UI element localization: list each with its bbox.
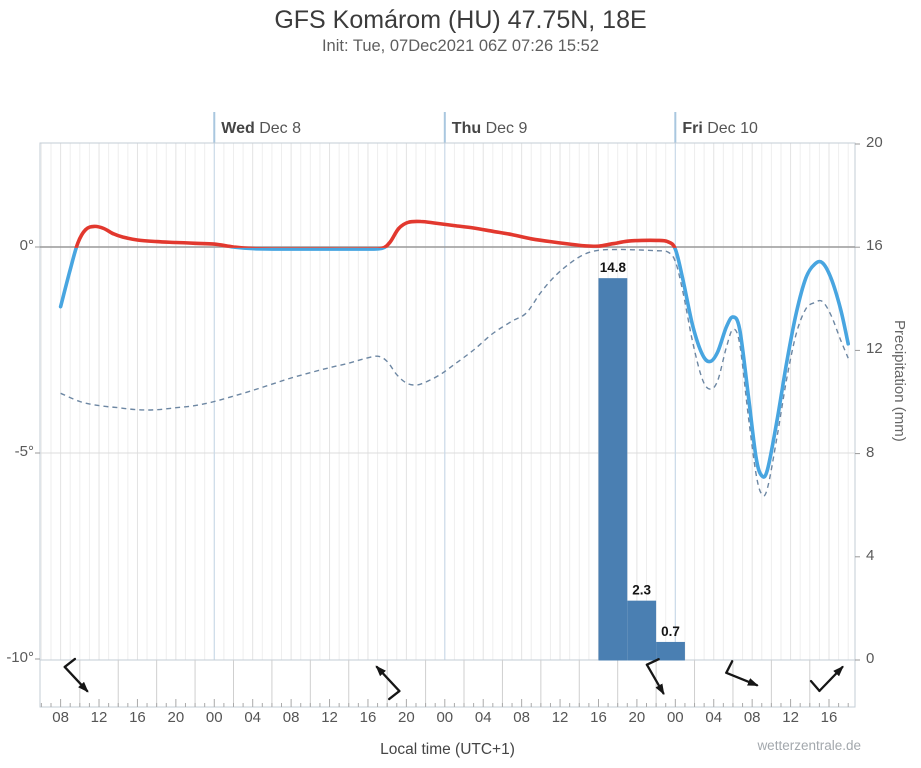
precip-bar-label: 0.7 — [661, 624, 680, 639]
wind-arrow — [725, 660, 759, 687]
wind-arrow — [809, 665, 844, 693]
wind-arrow — [63, 657, 89, 693]
precip-bar-label: 2.3 — [632, 583, 651, 598]
x-axis-title: Local time (UTC+1) — [380, 741, 515, 758]
hour-tick-label: 12 — [90, 709, 108, 726]
hour-tick-label: 20 — [167, 709, 185, 726]
hour-tick-label: 12 — [782, 709, 799, 726]
hour-tick-label: 12 — [551, 709, 569, 726]
precip-bar — [598, 278, 628, 661]
day-label-fri: Fri Dec 10 — [682, 120, 758, 137]
wind-arrow — [645, 658, 665, 696]
hour-tick-label: 16 — [590, 709, 607, 726]
chart-title: GFS Komárom (HU) 47.75N, 18E — [274, 6, 647, 34]
hour-tick-label: 04 — [244, 709, 262, 726]
precip-tick-label: 0 — [866, 650, 875, 667]
precip-tick-label: 12 — [866, 340, 883, 358]
hour-tick-label: 08 — [282, 709, 300, 726]
hour-tick-label: 00 — [205, 709, 223, 726]
hour-tick-label: 04 — [705, 709, 723, 726]
temp-tick-label: 0° — [19, 237, 34, 254]
hour-tick-label: 16 — [129, 709, 146, 726]
precip-tick-label: 4 — [866, 546, 875, 564]
hour-tick-label: 08 — [743, 709, 761, 726]
precip-bar — [627, 600, 657, 661]
precip-bar-label: 14.8 — [600, 260, 627, 275]
hour-tick-label: 20 — [628, 709, 646, 726]
hour-tick-label: 16 — [359, 709, 377, 726]
hour-tick-label: 00 — [436, 709, 454, 726]
hour-tick-label: 16 — [820, 709, 838, 726]
temperature-line-above-zero — [74, 219, 677, 248]
temp-tick-label: -5° — [14, 443, 34, 460]
wind-arrow — [375, 665, 401, 701]
hour-tick-label: 12 — [321, 709, 338, 726]
hour-tick-label: 20 — [398, 709, 415, 726]
hour-tick-label: 00 — [666, 709, 684, 726]
hour-tick-label: 08 — [52, 709, 69, 726]
hour-tick-label: 08 — [513, 709, 530, 726]
hour-tick-label: 04 — [474, 709, 492, 726]
precip-bar — [656, 641, 685, 661]
day-label-thu: Thu Dec 9 — [451, 120, 528, 137]
temperature-line-below-zero — [58, 247, 850, 479]
temp-tick-label: -10° — [6, 649, 34, 666]
day-label-wed: Wed Dec 8 — [221, 120, 301, 137]
watermark: wetterzentrale.de — [757, 738, 861, 753]
precipitation-axis-title: Precipitation (mm) — [891, 320, 908, 442]
precip-tick-label: 20 — [866, 134, 883, 151]
precip-tick-label: 16 — [866, 237, 883, 255]
chart-subtitle: Init: Tue, 07Dec2021 06Z 07:26 15:52 — [321, 37, 600, 55]
precip-tick-label: 8 — [866, 443, 875, 461]
